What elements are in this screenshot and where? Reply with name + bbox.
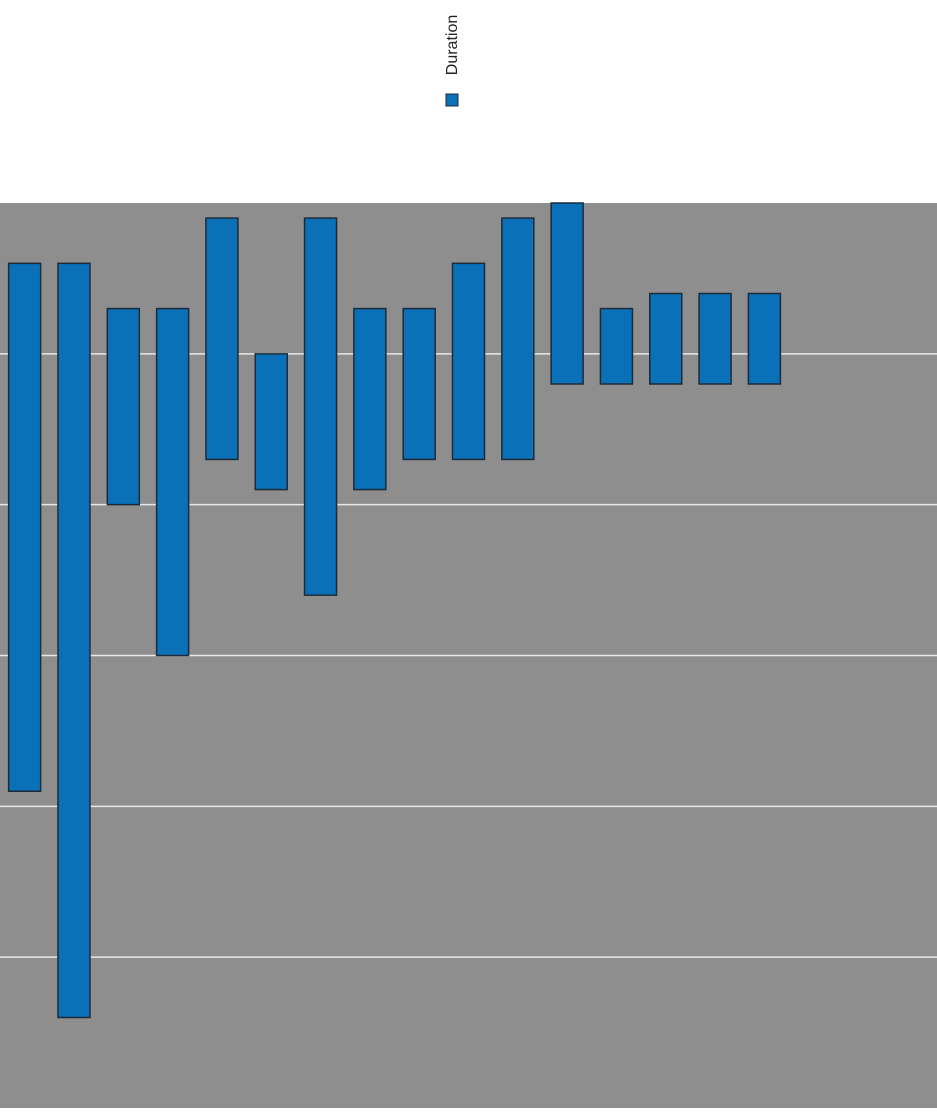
bar	[698, 292, 732, 385]
bar	[57, 262, 91, 1019]
bar	[550, 202, 584, 385]
bar	[747, 292, 782, 385]
bar	[501, 217, 535, 461]
bar	[7, 262, 42, 793]
bar	[205, 217, 239, 461]
bar	[254, 353, 288, 491]
bar	[451, 262, 486, 461]
bar	[649, 292, 683, 385]
legend-label: Duration	[444, 15, 461, 75]
bar	[599, 307, 634, 385]
bar	[402, 307, 436, 461]
bar	[303, 217, 338, 596]
bar	[155, 307, 190, 657]
legend-swatch	[445, 93, 459, 107]
bar	[106, 307, 141, 506]
bar	[353, 307, 387, 491]
